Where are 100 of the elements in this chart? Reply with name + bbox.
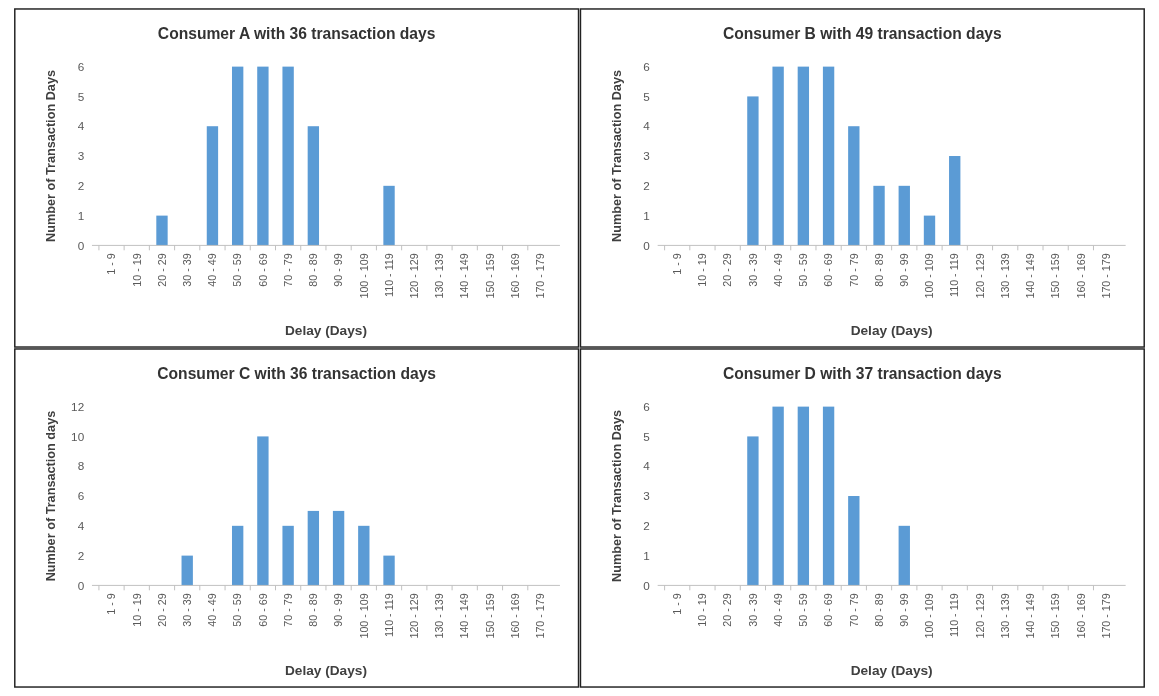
y-tick-label: 5 xyxy=(77,89,85,103)
x-tick-label: 120 - 129 xyxy=(973,253,986,299)
x-tick-label: 150 - 159 xyxy=(1049,253,1062,299)
x-tick-label: 160 - 169 xyxy=(1074,253,1087,299)
y-tick-label: 2 xyxy=(643,518,650,532)
x-tick-label: 10 - 19 xyxy=(696,253,709,287)
bar xyxy=(282,66,294,246)
x-tick-label: 80 - 89 xyxy=(872,593,885,627)
x-tick-label: 90 - 99 xyxy=(898,253,911,287)
x-tick-label: 60 - 69 xyxy=(256,253,269,287)
x-tick-label: 60 - 69 xyxy=(822,593,835,627)
y-tick-label: 4 xyxy=(643,459,651,473)
x-tick-label: 90 - 99 xyxy=(332,253,345,287)
bar xyxy=(747,436,759,586)
y-tick-label: 6 xyxy=(77,489,85,503)
x-tick-label: 1 - 9 xyxy=(670,253,683,275)
x-tick-label: 70 - 79 xyxy=(847,593,860,627)
x-tick-label: 50 - 59 xyxy=(231,253,244,287)
x-tick-label: 1 - 9 xyxy=(105,593,118,615)
x-tick-label: 110 - 119 xyxy=(382,253,395,297)
x-tick-label: 20 - 29 xyxy=(155,593,168,627)
y-tick-label: 6 xyxy=(643,59,650,73)
x-tick-label: 40 - 49 xyxy=(206,253,219,287)
x-tick-label: 100 - 109 xyxy=(357,253,370,299)
x-tick-label: 50 - 59 xyxy=(797,593,810,627)
x-axis-title: Delay (Days) xyxy=(284,663,367,679)
x-tick-label: 70 - 79 xyxy=(281,253,294,287)
x-tick-label: 60 - 69 xyxy=(822,253,835,287)
bar xyxy=(949,156,961,246)
bar xyxy=(257,436,269,586)
x-tick-label: 100 - 109 xyxy=(923,253,936,299)
x-tick-label: 50 - 59 xyxy=(231,593,244,627)
y-tick-label: 0 xyxy=(77,238,85,252)
bar xyxy=(307,126,320,246)
y-tick-label: 6 xyxy=(643,399,650,413)
bar xyxy=(231,525,244,586)
x-tick-label: 20 - 29 xyxy=(155,253,168,287)
x-tick-label: 30 - 39 xyxy=(746,593,759,627)
x-tick-label: 80 - 89 xyxy=(307,593,320,627)
y-tick-label: 2 xyxy=(77,548,85,562)
bar xyxy=(898,525,910,586)
y-axis-title: Number of Transaction days xyxy=(43,410,58,582)
bar xyxy=(772,66,784,246)
bar xyxy=(332,510,345,586)
bar xyxy=(873,185,885,246)
y-tick-label: 1 xyxy=(643,208,650,222)
x-tick-label: 30 - 39 xyxy=(180,253,193,287)
x-tick-label: 40 - 49 xyxy=(206,593,219,627)
chart-title: Consumer C with 36 transaction days xyxy=(157,365,437,383)
y-tick-label: 1 xyxy=(643,548,650,562)
x-tick-label: 10 - 19 xyxy=(130,593,143,627)
x-tick-label: 50 - 59 xyxy=(797,253,810,287)
bar xyxy=(797,66,810,246)
y-tick-label: 2 xyxy=(77,178,85,192)
x-tick-label: 110 - 119 xyxy=(382,593,395,637)
x-tick-label: 120 - 129 xyxy=(408,593,421,639)
x-tick-label: 140 - 149 xyxy=(458,593,471,639)
x-tick-label: 170 - 179 xyxy=(1099,253,1112,299)
y-tick-label: 2 xyxy=(643,178,650,192)
y-tick-label: 0 xyxy=(643,238,651,252)
bar xyxy=(206,126,219,246)
x-tick-label: 150 - 159 xyxy=(483,593,496,639)
x-tick-label: 170 - 179 xyxy=(1099,593,1112,639)
bar xyxy=(822,66,835,246)
y-axis-title: Number of Transaction Days xyxy=(43,70,58,243)
x-tick-label: 40 - 49 xyxy=(771,253,784,287)
x-tick-label: 20 - 29 xyxy=(721,253,734,287)
y-axis-title: Number of Transaction Days xyxy=(609,70,624,243)
x-tick-label: 1 - 9 xyxy=(670,593,683,615)
y-axis-title: Number of Transaction Days xyxy=(609,410,624,583)
y-tick-label: 6 xyxy=(77,59,85,73)
x-tick-label: 30 - 39 xyxy=(180,593,193,627)
y-tick-label: 5 xyxy=(643,429,651,443)
x-tick-label: 120 - 129 xyxy=(408,253,421,299)
bar xyxy=(383,185,395,246)
bar xyxy=(282,525,294,586)
bar xyxy=(822,406,835,586)
y-tick-label: 12 xyxy=(71,399,85,413)
x-tick-label: 70 - 79 xyxy=(847,253,860,287)
x-axis-title: Delay (Days) xyxy=(284,323,367,339)
x-tick-label: 160 - 169 xyxy=(508,253,521,299)
x-tick-label: 170 - 179 xyxy=(534,253,547,299)
x-tick-label: 60 - 69 xyxy=(256,593,269,627)
y-tick-label: 3 xyxy=(643,149,650,163)
y-tick-label: 0 xyxy=(643,578,651,592)
x-tick-label: 100 - 109 xyxy=(923,593,936,639)
bar xyxy=(181,555,193,586)
x-tick-label: 160 - 169 xyxy=(1074,593,1087,639)
x-tick-label: 40 - 49 xyxy=(771,593,784,627)
bar xyxy=(797,406,810,586)
bar xyxy=(772,406,784,586)
x-axis-title: Delay (Days) xyxy=(850,323,933,339)
bar xyxy=(898,185,910,246)
x-tick-label: 1 - 9 xyxy=(105,253,118,275)
x-tick-label: 10 - 19 xyxy=(130,253,143,287)
x-tick-label: 130 - 139 xyxy=(433,253,446,299)
bar xyxy=(848,126,860,246)
x-tick-label: 140 - 149 xyxy=(458,253,471,299)
x-tick-label: 20 - 29 xyxy=(721,593,734,627)
bar xyxy=(257,66,269,246)
